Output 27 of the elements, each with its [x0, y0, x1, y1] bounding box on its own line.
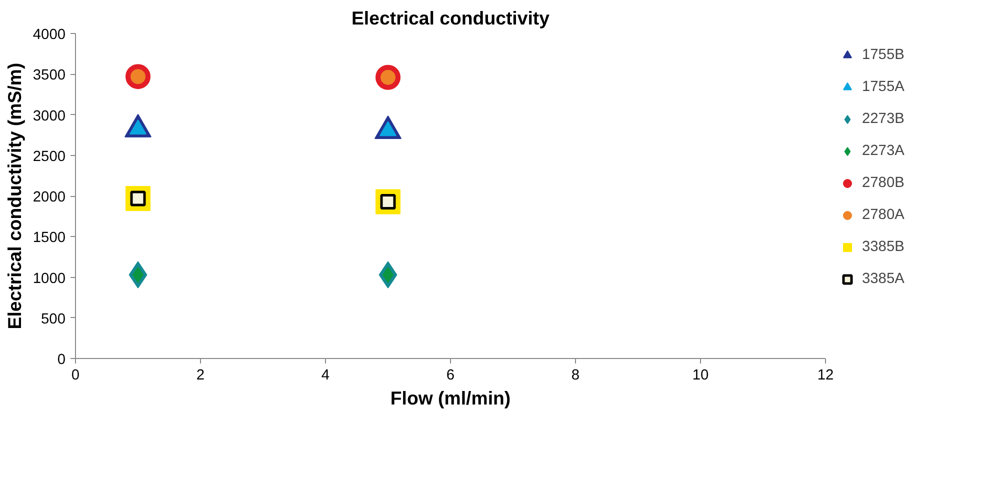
- legend-label: 2780A: [862, 207, 904, 223]
- x-tick-label: 12: [817, 368, 834, 384]
- y-axis-title: Electrical conductivity (mS/m): [4, 62, 25, 330]
- legend-label: 1755A: [862, 79, 904, 95]
- y-tick-label: 0: [57, 352, 66, 368]
- legend-label: 1755B: [862, 47, 904, 63]
- y-tick-label: 1500: [32, 230, 66, 246]
- legend-label: 2780B: [862, 175, 904, 191]
- y-tick-label: 1000: [32, 270, 66, 287]
- x-tick-label: 8: [571, 368, 580, 384]
- x-tick-label: 4: [321, 368, 330, 384]
- legend-label: 3385A: [862, 271, 904, 287]
- legend-label: 2273A: [862, 143, 904, 159]
- y-tick-label: 3000: [32, 108, 66, 124]
- y-tick-label: 4000: [32, 27, 66, 43]
- chart-title: Electrical conductivity: [351, 8, 550, 28]
- x-tick-label: 10: [692, 368, 709, 384]
- x-tick-label: 0: [71, 368, 80, 384]
- y-tick-label: 2000: [32, 190, 66, 206]
- y-tick-label: 2500: [32, 148, 66, 165]
- x-tick-label: 2: [196, 368, 205, 384]
- y-tick-label: 3500: [32, 68, 66, 84]
- legend-label: 2273B: [862, 111, 904, 127]
- x-axis-title: Flow (ml/min): [390, 388, 511, 408]
- legend-label: 3385B: [862, 239, 904, 255]
- x-tick-label: 6: [446, 368, 455, 384]
- y-tick-label: 500: [41, 311, 66, 328]
